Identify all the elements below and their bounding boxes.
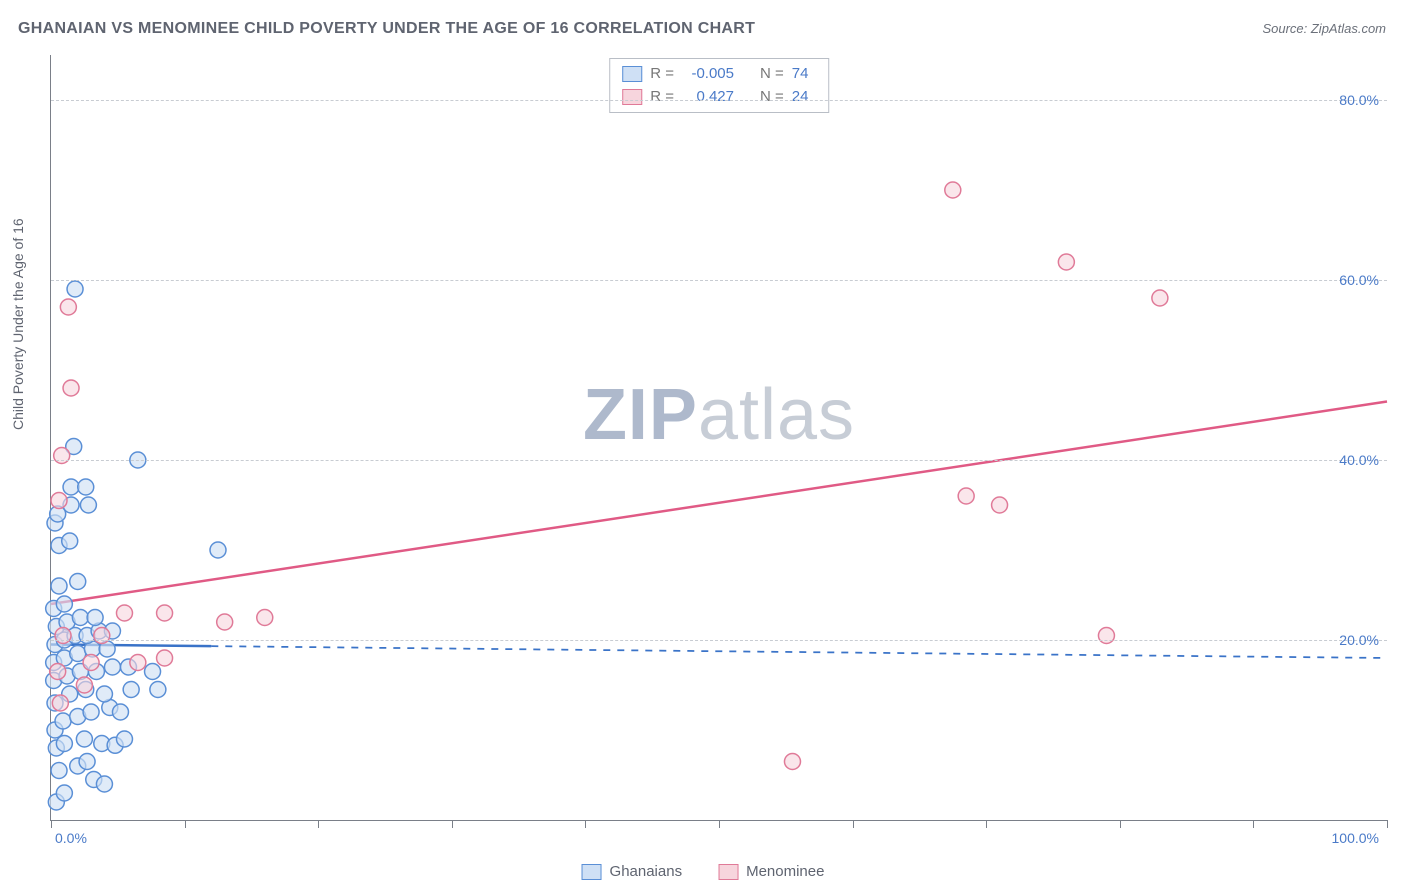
ghanaians-point <box>55 713 71 729</box>
menominee-point <box>55 628 71 644</box>
ghanaians-point <box>116 731 132 747</box>
legend-item-menominee: Menominee <box>718 863 824 880</box>
x-tick <box>318 820 319 828</box>
menominee-point <box>116 605 132 621</box>
r-value-ghanaians: -0.005 <box>682 63 734 86</box>
menominee-point <box>60 299 76 315</box>
menominee-point <box>257 610 273 626</box>
stats-row-menominee: R = 0.427 N = 24 <box>622 86 816 109</box>
x-tick <box>986 820 987 828</box>
ghanaians-point <box>62 533 78 549</box>
n-label: N = <box>760 63 784 86</box>
stats-box: R = -0.005 N = 74 R = 0.427 N = 24 <box>609 58 829 113</box>
ghanaians-point <box>87 610 103 626</box>
ghanaians-point <box>79 754 95 770</box>
footer-legend: Ghanaians Menominee <box>582 863 825 880</box>
plot-area: ZIPatlas R =-0.005N =74R =0.427N =24 0.0… <box>50 55 1387 821</box>
ghanaians-point <box>210 542 226 558</box>
menominee-point <box>157 605 173 621</box>
menominee-point <box>784 754 800 770</box>
n-value-ghanaians: 74 <box>792 63 816 86</box>
legend-label-menominee: Menominee <box>746 863 824 880</box>
legend-item-ghanaians: Ghanaians <box>582 863 683 880</box>
chart-title: GHANAIAN VS MENOMINEE CHILD POVERTY UNDE… <box>18 20 755 38</box>
y-tick-label: 60.0% <box>1339 272 1379 288</box>
ghanaians-point <box>51 578 67 594</box>
ghanaians-point <box>63 479 79 495</box>
points-svg <box>51 55 1387 820</box>
ghanaians-point <box>78 479 94 495</box>
menominee-point <box>130 655 146 671</box>
menominee-point <box>217 614 233 630</box>
x-tick <box>452 820 453 828</box>
n-value-menominee: 24 <box>792 86 816 109</box>
ghanaians-point <box>96 776 112 792</box>
y-axis-label: Child Poverty Under the Age of 16 <box>10 218 26 430</box>
ghanaians-point <box>112 704 128 720</box>
x-tick <box>1253 820 1254 828</box>
x-tick <box>853 820 854 828</box>
menominee-point <box>76 677 92 693</box>
menominee-point <box>992 497 1008 513</box>
menominee-point <box>1058 254 1074 270</box>
menominee-point <box>51 493 67 509</box>
menominee-point <box>50 664 66 680</box>
y-tick-label: 20.0% <box>1339 632 1379 648</box>
menominee-point <box>958 488 974 504</box>
swatch-ghanaians <box>622 66 642 82</box>
ghanaians-point <box>104 659 120 675</box>
x-tick <box>1387 820 1388 828</box>
gridline-h <box>51 640 1387 641</box>
header-row: GHANAIAN VS MENOMINEE CHILD POVERTY UNDE… <box>18 20 1386 38</box>
ghanaians-point <box>67 281 83 297</box>
menominee-point <box>63 380 79 396</box>
ghanaians-point <box>80 497 96 513</box>
x-tick <box>185 820 186 828</box>
swatch-menominee <box>622 89 642 105</box>
x-tick <box>585 820 586 828</box>
legend-swatch-menominee <box>718 864 738 880</box>
menominee-point <box>945 182 961 198</box>
legend-swatch-ghanaians <box>582 864 602 880</box>
ghanaians-point <box>72 610 88 626</box>
y-tick-label: 40.0% <box>1339 452 1379 468</box>
ghanaians-point <box>83 704 99 720</box>
x-tick <box>719 820 720 828</box>
legend-label-ghanaians: Ghanaians <box>610 863 683 880</box>
r-value-menominee: 0.427 <box>682 86 734 109</box>
ghanaians-point <box>96 686 112 702</box>
menominee-point <box>83 655 99 671</box>
source-label: Source: ZipAtlas.com <box>1262 21 1386 36</box>
menominee-point <box>157 650 173 666</box>
ghanaians-point <box>56 785 72 801</box>
gridline-h <box>51 460 1387 461</box>
x-tick <box>51 820 52 828</box>
menominee-point <box>1152 290 1168 306</box>
menominee-point <box>1098 628 1114 644</box>
x-tick-max: 100.0% <box>1332 830 1379 846</box>
n-label: N = <box>760 86 784 109</box>
ghanaians-point <box>76 731 92 747</box>
x-tick <box>1120 820 1121 828</box>
ghanaians-point <box>51 763 67 779</box>
ghanaians-point <box>56 596 72 612</box>
stats-row-ghanaians: R = -0.005 N = 74 <box>622 63 816 86</box>
ghanaians-point <box>123 682 139 698</box>
r-label: R = <box>650 86 674 109</box>
ghanaians-point <box>70 574 86 590</box>
menominee-point <box>54 448 70 464</box>
y-tick-label: 80.0% <box>1339 92 1379 108</box>
r-label: R = <box>650 63 674 86</box>
ghanaians-point <box>145 664 161 680</box>
gridline-h <box>51 280 1387 281</box>
menominee-point <box>52 695 68 711</box>
ghanaians-point <box>150 682 166 698</box>
menominee-point <box>94 628 110 644</box>
x-tick-min: 0.0% <box>55 830 87 846</box>
gridline-h <box>51 100 1387 101</box>
